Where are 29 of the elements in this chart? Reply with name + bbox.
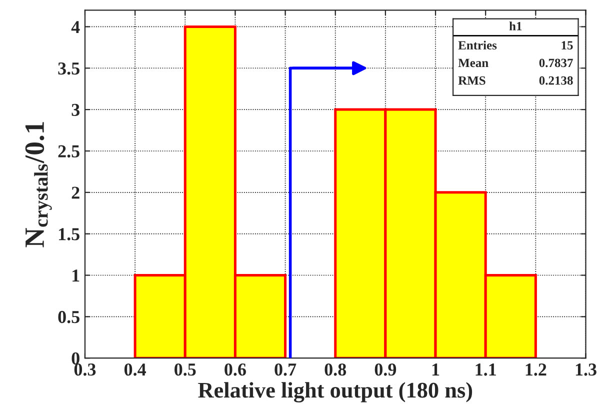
x-tick-label: 1.2	[526, 364, 546, 376]
y-tick-label: 0.5	[58, 310, 80, 324]
annotation: RMS	[458, 76, 486, 85]
annotation: Mean	[458, 58, 488, 68]
y-axis-title: N$_{crystals}$/0.1	[25, 122, 52, 248]
y-tick-label: 2	[72, 186, 80, 199]
x-tick-label: 0.4	[124, 363, 146, 376]
x-tick-label: 1.1	[476, 364, 496, 376]
x-tick-label: 0.8	[324, 363, 346, 376]
annotation: 0.7837	[539, 58, 573, 68]
x-tick-label: 1.3	[576, 364, 596, 376]
x-tick-label: 0.3	[74, 363, 96, 376]
y-tick-label: 3	[72, 104, 80, 116]
x-tick-label: 0.6	[224, 363, 246, 376]
x-axis-title: Relative light output (180 ns)	[198, 382, 472, 402]
annotation: Entries	[458, 40, 497, 50]
y-tick-label: 4	[71, 21, 80, 33]
y-tick-label: 3.5	[58, 62, 80, 75]
y-tick-label: 1.5	[58, 228, 80, 240]
annotation: 0.2138	[539, 76, 573, 85]
y-tick-label: 2.5	[58, 145, 80, 158]
y-tick-label: 1	[72, 270, 80, 282]
annotation: h1	[509, 22, 522, 30]
x-tick-label: 0.7	[274, 363, 296, 376]
y-tick-label: 0	[72, 352, 80, 365]
annotation: 15	[562, 41, 573, 50]
x-tick-label: 0.5	[174, 363, 196, 376]
x-tick-label: 0.9	[374, 363, 396, 376]
x-tick-label: 1	[432, 364, 440, 376]
